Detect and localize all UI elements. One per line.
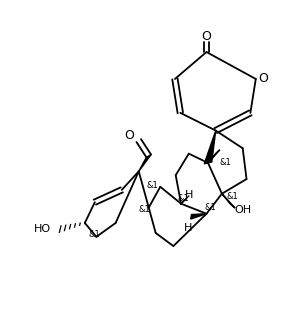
- Polygon shape: [204, 131, 216, 164]
- Text: HO: HO: [34, 224, 51, 234]
- Text: &1: &1: [219, 158, 231, 167]
- Text: H: H: [184, 223, 192, 232]
- Text: &1: &1: [147, 182, 158, 190]
- Polygon shape: [191, 214, 206, 219]
- Text: &1: &1: [227, 192, 238, 201]
- Text: &1: &1: [205, 203, 216, 212]
- Text: &1: &1: [88, 230, 100, 239]
- Text: O: O: [201, 30, 211, 43]
- Polygon shape: [208, 150, 220, 163]
- Text: &1: &1: [178, 194, 189, 203]
- Text: OH: OH: [234, 205, 251, 215]
- Polygon shape: [139, 154, 151, 171]
- Text: &1: &1: [138, 204, 150, 214]
- Text: H: H: [185, 190, 194, 200]
- Text: O: O: [258, 73, 268, 86]
- Text: O: O: [125, 129, 135, 142]
- Polygon shape: [222, 194, 235, 208]
